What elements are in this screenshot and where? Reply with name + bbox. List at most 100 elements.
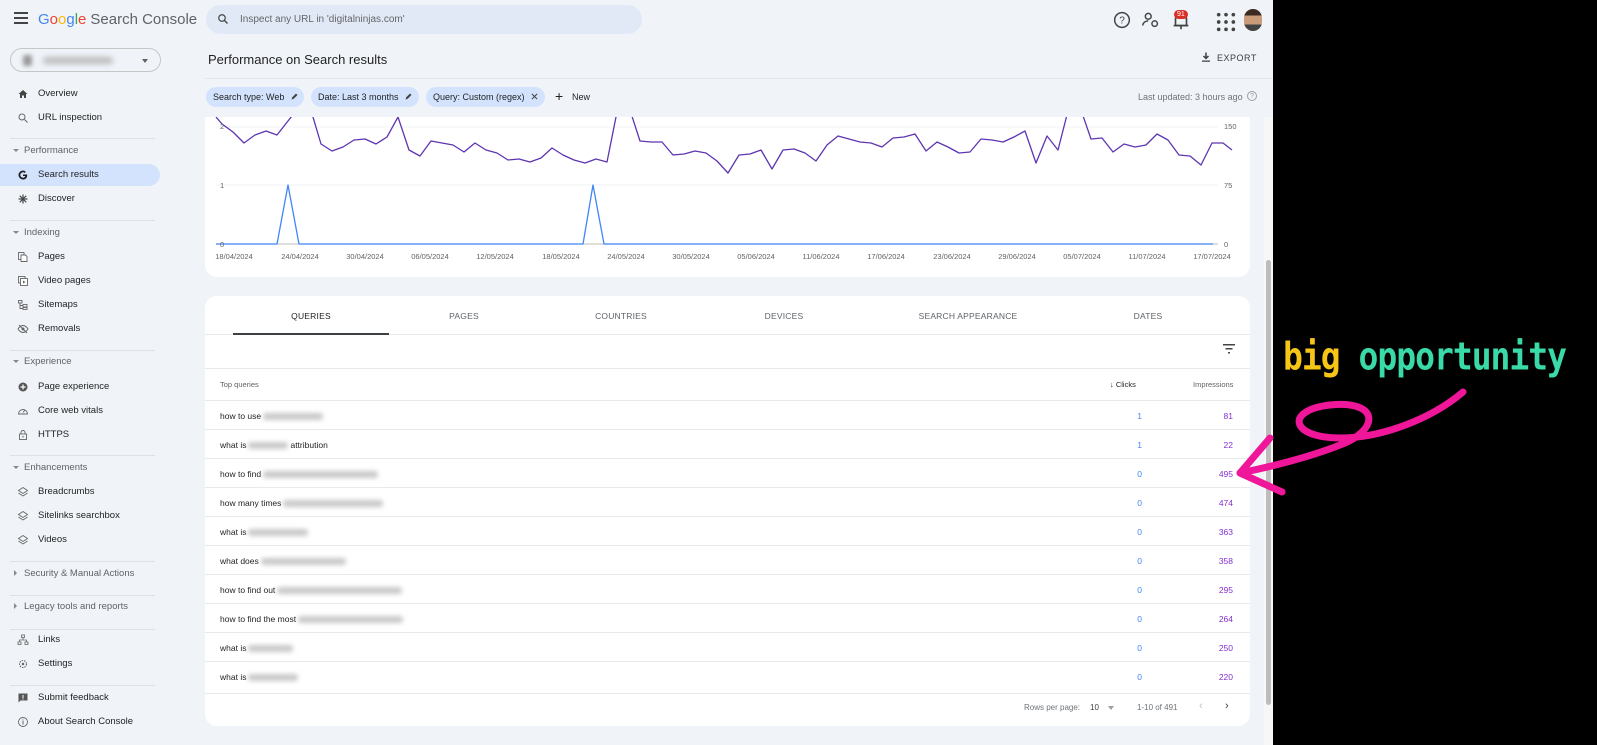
property-name-blurred xyxy=(43,57,113,64)
sidebar-item-core-web-vitals[interactable]: Core web vitals xyxy=(0,400,160,422)
avatar[interactable] xyxy=(1244,9,1262,31)
notification-badge: 91 xyxy=(1174,10,1188,19)
table-row[interactable]: how to use 1 81 xyxy=(205,400,1250,429)
tab-dates[interactable]: DATES xyxy=(1133,311,1163,321)
sidebar-item-page-experience[interactable]: Page experience xyxy=(0,376,160,398)
apps-icon[interactable] xyxy=(1215,11,1237,33)
blurred-text xyxy=(248,645,294,653)
layers-icon xyxy=(17,486,29,497)
blurred-text xyxy=(277,587,403,595)
filter-chip-search-type[interactable]: Search type: Web xyxy=(206,87,304,107)
layers-icon xyxy=(17,510,29,521)
edit-icon[interactable] xyxy=(404,92,413,101)
product-name: Search Console xyxy=(90,11,198,28)
search-icon xyxy=(218,14,228,24)
close-icon[interactable] xyxy=(530,92,539,101)
sidebar-item-overview[interactable]: Overview xyxy=(0,83,160,105)
filter-icon[interactable] xyxy=(1222,343,1236,355)
logo[interactable]: Google Search Console xyxy=(38,11,198,28)
column-header-clicks[interactable]: ↓ Clicks xyxy=(1110,380,1136,389)
chevron-down-icon xyxy=(142,59,148,63)
sidebar-item-sitelinks-searchbox[interactable]: Sitelinks searchbox xyxy=(0,505,160,527)
tab-search-appearance[interactable]: SEARCH APPEARANCE xyxy=(918,311,1018,321)
table-row[interactable]: how to find the most 0 264 xyxy=(205,603,1250,632)
sitemap-icon xyxy=(18,300,28,310)
property-selector[interactable] xyxy=(10,48,161,72)
chevron-down-icon xyxy=(13,149,19,152)
sidebar-item-sitemaps[interactable]: Sitemaps xyxy=(0,294,160,316)
blurred-text xyxy=(260,558,346,566)
blurred-text xyxy=(298,616,404,624)
sidebar-section-security[interactable]: Security & Manual Actions xyxy=(0,564,160,584)
divider xyxy=(10,350,155,351)
filter-chip-query[interactable]: Query: Custom (regex) xyxy=(426,87,545,107)
sidebar-item-url-inspection[interactable]: URL inspection xyxy=(0,107,160,129)
tab-devices[interactable]: DEVICES xyxy=(764,311,804,321)
x-axis-labels: 18/04/2024 24/04/2024 30/04/2024 06/05/2… xyxy=(215,252,1231,261)
menu-icon[interactable] xyxy=(14,12,28,24)
sidebar-item-videos[interactable]: Videos xyxy=(0,529,160,551)
sidebar-section-legacy[interactable]: Legacy tools and reports xyxy=(0,597,160,617)
table-row[interactable]: how to find 0 495 xyxy=(205,458,1250,487)
tab-pages[interactable]: PAGES xyxy=(449,311,479,321)
next-page-button[interactable]: › xyxy=(1225,700,1229,712)
filter-chip-date[interactable]: Date: Last 3 months xyxy=(311,87,419,107)
table-row[interactable]: what is attribution 1 22 xyxy=(205,429,1250,458)
asterisk-icon xyxy=(18,194,28,204)
sidebar-item-video-pages[interactable]: Video pages xyxy=(0,270,160,292)
divider xyxy=(10,455,155,456)
blurred-text xyxy=(248,529,309,537)
help-icon[interactable]: ? xyxy=(1111,9,1133,31)
sidebar-section-performance[interactable]: Performance xyxy=(0,141,160,161)
prev-page-button[interactable]: ‹ xyxy=(1199,700,1203,712)
pages-icon xyxy=(18,252,28,262)
sort-arrow-down-icon: ↓ xyxy=(1110,380,1116,389)
gear-icon xyxy=(18,659,28,669)
url-inspect-search[interactable] xyxy=(206,5,642,34)
rows-per-page-select[interactable]: 10 xyxy=(1090,703,1099,712)
divider xyxy=(205,368,1250,369)
table-row[interactable]: what is 0 250 xyxy=(205,632,1250,661)
chart-plot xyxy=(215,117,1233,245)
sidebar-item-submit-feedback[interactable]: Submit feedback xyxy=(0,687,160,709)
help-icon[interactable]: ? xyxy=(1247,91,1257,101)
column-header-impressions[interactable]: Impressions xyxy=(1193,380,1234,389)
table-row[interactable]: what is 0 220 xyxy=(205,661,1250,690)
search-icon xyxy=(18,113,28,123)
gauge-icon xyxy=(18,409,28,415)
chevron-down-icon[interactable] xyxy=(1108,706,1114,710)
sidebar-item-search-results[interactable]: Search results xyxy=(0,164,160,186)
sidebar-item-removals[interactable]: Removals xyxy=(0,318,160,340)
sidebar-item-links[interactable]: Links xyxy=(0,629,160,651)
url-inspect-input[interactable] xyxy=(240,11,630,28)
tab-countries[interactable]: COUNTRIES xyxy=(595,311,647,321)
svg-text:?: ? xyxy=(1119,16,1125,27)
manage-users-icon[interactable] xyxy=(1140,9,1162,31)
sidebar-item-about[interactable]: About Search Console xyxy=(0,711,160,733)
table-row[interactable]: how many times 0 474 xyxy=(205,487,1250,516)
divider xyxy=(10,220,155,221)
annotation-arrow-icon xyxy=(1236,388,1467,496)
sidebar-item-pages[interactable]: Pages xyxy=(0,246,160,268)
y-left-tick: 2 xyxy=(220,122,225,131)
table-row[interactable]: what is 0 363 xyxy=(205,516,1250,545)
annotation-text: big opportunity xyxy=(1283,334,1567,379)
tab-queries[interactable]: QUERIES xyxy=(233,296,389,335)
sidebar-section-indexing[interactable]: Indexing xyxy=(0,223,160,243)
table-row[interactable]: what does 0 358 xyxy=(205,545,1250,574)
page-title: Performance on Search results xyxy=(208,52,388,67)
sidebar-item-discover[interactable]: Discover xyxy=(0,188,160,210)
sidebar-item-breadcrumbs[interactable]: Breadcrumbs xyxy=(0,481,160,503)
sidebar-section-experience[interactable]: Experience xyxy=(0,352,160,372)
sidebar xyxy=(0,40,200,745)
google-g-icon xyxy=(18,170,28,180)
divider xyxy=(10,561,155,562)
chevron-down-icon xyxy=(13,360,19,363)
sidebar-item-settings[interactable]: Settings xyxy=(0,653,160,675)
edit-icon[interactable] xyxy=(290,92,299,101)
sidebar-item-https[interactable]: HTTPS xyxy=(0,424,160,446)
y-right-tick: 0 xyxy=(1224,240,1229,249)
table-row[interactable]: how to find out 0 295 xyxy=(205,574,1250,603)
sidebar-section-enhancements[interactable]: Enhancements xyxy=(0,458,160,478)
